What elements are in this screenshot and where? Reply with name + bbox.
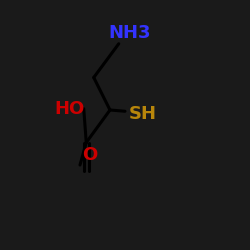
Text: HO: HO — [55, 100, 85, 118]
Text: SH: SH — [128, 105, 156, 123]
Text: NH3: NH3 — [109, 24, 151, 42]
Text: O: O — [82, 146, 98, 164]
